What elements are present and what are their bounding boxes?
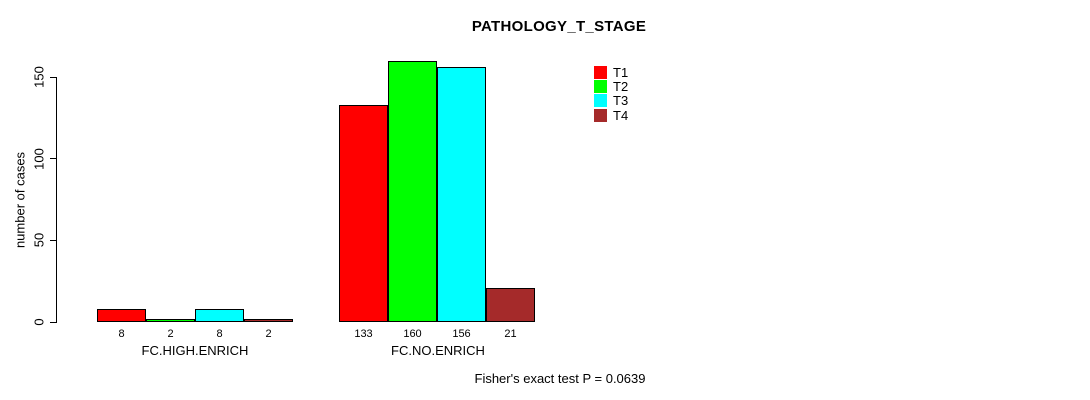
legend-label-t2: T2 (613, 78, 629, 94)
chart-title: PATHOLOGY_T_STAGE (471, 18, 647, 35)
y-tick-label: 0 (31, 318, 47, 326)
legend-swatch-t4 (594, 108, 607, 122)
bar-value-label: 2 (265, 328, 272, 340)
legend-item-t4: T4 (594, 108, 628, 122)
bar-value-label: 2 (167, 328, 174, 340)
bar-t4-fc.no.enrich (486, 287, 535, 322)
bar-t2-fc.no.enrich (388, 60, 437, 322)
annotation-pvalue: Fisher's exact test P = 0.0639 (474, 371, 646, 386)
x-category-label-fc-no-enrich: FC.NO.ENRICH (391, 343, 485, 358)
y-axis-tick (50, 158, 57, 160)
y-tick-label: 50 (31, 233, 47, 248)
y-axis-label: number of cases (12, 151, 28, 249)
bar-t1-fc.high.enrich (97, 308, 146, 322)
legend-item-t3: T3 (594, 94, 628, 108)
bar-t3-fc.high.enrich (195, 308, 244, 322)
bar-value-label: 133 (354, 328, 373, 340)
legend-item-t2: T2 (594, 79, 628, 93)
legend-label-t1: T1 (613, 64, 629, 80)
bar-value-label: 156 (452, 328, 471, 340)
legend-item-t1: T1 (594, 65, 628, 79)
legend-swatch-t2 (594, 79, 607, 93)
legend-label-t3: T3 (613, 93, 629, 109)
x-category-label-fc-high-enrich: FC.HIGH.ENRICH (141, 343, 249, 358)
bar-value-label: 8 (118, 328, 125, 340)
y-tick-label: 100 (31, 147, 47, 170)
bar-t2-fc.high.enrich (146, 318, 195, 322)
bar-t1-fc.no.enrich (339, 104, 388, 322)
y-axis-tick (50, 76, 57, 78)
y-tick-label: 150 (31, 66, 47, 88)
legend: T1 T2 T3 T4 (594, 65, 628, 122)
y-axis-line (56, 77, 57, 323)
legend-label-t4: T4 (613, 107, 629, 123)
legend-swatch-t1 (594, 65, 607, 79)
bar-t4-fc.high.enrich (244, 318, 293, 322)
y-axis-tick (50, 239, 57, 241)
bar-value-label: 21 (504, 328, 517, 340)
bar-t3-fc.no.enrich (437, 67, 486, 322)
y-axis-tick (50, 321, 57, 323)
bar-value-label: 160 (403, 328, 422, 340)
legend-swatch-t3 (594, 94, 607, 108)
bar-value-label: 8 (216, 328, 223, 340)
